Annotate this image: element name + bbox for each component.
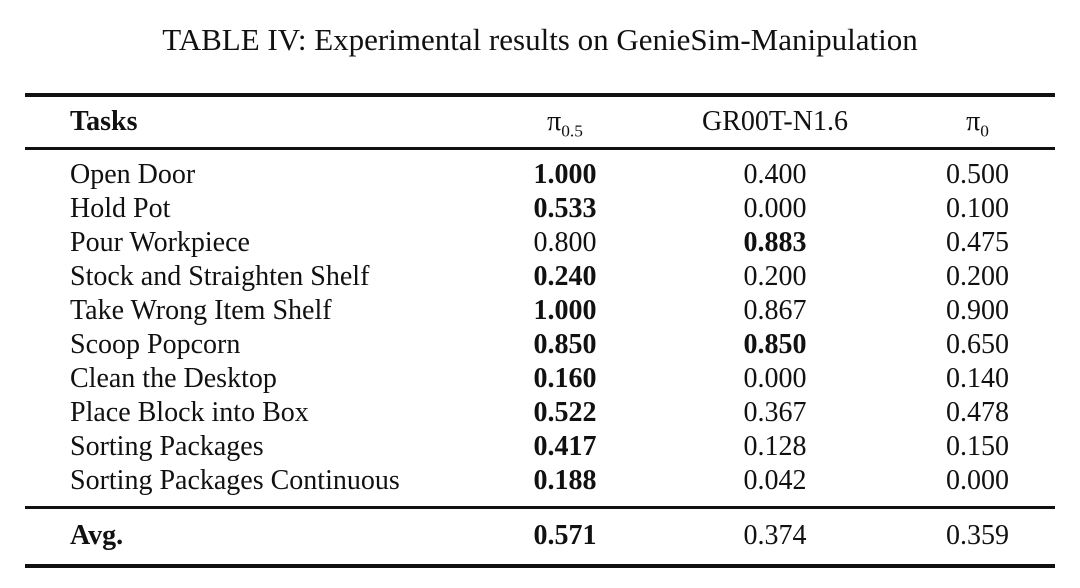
table-caption: TABLE IV: Experimental results on GenieS…	[162, 22, 918, 57]
task-value: 0.478	[946, 397, 1009, 428]
task-name: Sorting Packages Continuous	[70, 465, 400, 496]
table-row: Stock and Straighten Shelf 0.240 0.200 0…	[25, 260, 1055, 294]
avg-value-gr00t-n1-6: 0.374	[650, 506, 900, 566]
table-row: Scoop Popcorn 0.850 0.850 0.650	[25, 328, 1055, 362]
results-table: Tasks π0.5 GR00T-N1.6 π0 Open Door 1.000…	[25, 93, 1055, 568]
task-value: 0.800	[533, 227, 597, 258]
table-body: Open Door 1.000 0.400 0.500 Hold Pot 0.5…	[25, 149, 1055, 508]
task-name: Open Door	[70, 159, 196, 190]
task-value: 0.867	[743, 295, 807, 326]
task-value: 0.522	[533, 397, 597, 428]
task-value: 1.000	[533, 295, 597, 326]
task-value: 0.417	[533, 431, 597, 462]
task-value: 0.650	[946, 329, 1009, 360]
task-name: Scoop Popcorn	[70, 329, 241, 360]
header-row: Tasks π0.5 GR00T-N1.6 π0	[25, 95, 1055, 150]
task-value: 0.500	[946, 159, 1009, 190]
task-name: Pour Workpiece	[70, 227, 250, 258]
table-row: Take Wrong Item Shelf 1.000 0.867 0.900	[25, 294, 1055, 328]
task-name: Take Wrong Item Shelf	[70, 295, 332, 326]
pi-symbol: π	[547, 106, 562, 137]
avg-value-pi-0: 0.359	[900, 506, 1055, 566]
task-name: Clean the Desktop	[70, 363, 277, 394]
task-name: Sorting Packages	[70, 431, 264, 462]
task-value: 0.533	[533, 193, 597, 224]
task-value: 0.900	[946, 295, 1009, 326]
task-value: 0.000	[946, 465, 1009, 496]
pi-subscript: 0	[980, 121, 989, 141]
column-header-tasks: Tasks	[25, 95, 480, 150]
table-row: Open Door 1.000 0.400 0.500	[25, 149, 1055, 193]
avg-row: Avg. 0.571 0.374 0.359	[25, 506, 1055, 566]
task-value: 0.850	[743, 329, 807, 360]
table-row: Clean the Desktop 0.160 0.000 0.140	[25, 362, 1055, 396]
task-value: 0.140	[946, 363, 1009, 394]
task-value: 0.188	[533, 465, 597, 496]
task-value: 0.200	[743, 261, 807, 292]
avg-label: Avg.	[25, 506, 480, 566]
task-value: 0.128	[743, 431, 807, 462]
task-value: 0.883	[743, 227, 807, 258]
pi-subscript: 0.5	[561, 121, 583, 141]
table-row: Sorting Packages Continuous 0.188 0.042 …	[25, 464, 1055, 508]
task-value: 0.850	[533, 329, 597, 360]
table-footer: Avg. 0.571 0.374 0.359	[25, 506, 1055, 566]
task-value: 0.240	[533, 261, 597, 292]
table-header: Tasks π0.5 GR00T-N1.6 π0	[25, 95, 1055, 150]
task-value: 0.160	[533, 363, 597, 394]
task-value: 0.000	[743, 193, 807, 224]
task-name: Place Block into Box	[70, 397, 309, 428]
paper-table-figure: TABLE IV: Experimental results on GenieS…	[0, 22, 1080, 588]
table-row: Place Block into Box 0.522 0.367 0.478	[25, 396, 1055, 430]
task-value: 0.400	[743, 159, 807, 190]
column-header-pi-0-5: π0.5	[480, 95, 650, 150]
table-row: Sorting Packages 0.417 0.128 0.150	[25, 430, 1055, 464]
task-value: 0.367	[743, 397, 807, 428]
task-name: Stock and Straighten Shelf	[70, 261, 370, 292]
pi-symbol: π	[966, 106, 981, 137]
table-row: Hold Pot 0.533 0.000 0.100	[25, 192, 1055, 226]
task-name: Hold Pot	[70, 193, 171, 224]
task-value: 0.042	[743, 465, 807, 496]
avg-value-pi-0-5: 0.571	[480, 506, 650, 566]
column-header-pi-0: π0	[900, 95, 1055, 150]
task-value: 0.150	[946, 431, 1009, 462]
table-row: Pour Workpiece 0.800 0.883 0.475	[25, 226, 1055, 260]
task-value: 0.000	[743, 363, 807, 394]
task-value: 1.000	[533, 159, 597, 190]
task-value: 0.475	[946, 227, 1009, 258]
task-value: 0.200	[946, 261, 1009, 292]
column-header-gr00t-n1-6: GR00T-N1.6	[650, 95, 900, 150]
task-value: 0.100	[946, 193, 1009, 224]
